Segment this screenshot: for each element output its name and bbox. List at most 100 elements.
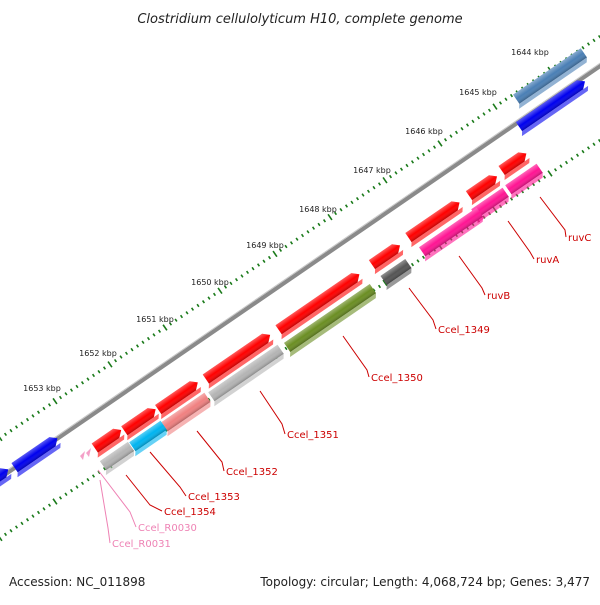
inner-scale-tick [69,488,74,493]
map-title: Clostridium cellulolyticum H10, complete… [137,12,462,27]
outer-scale-tick [416,156,420,160]
outer-scale-tick [152,333,156,337]
outer-scale-tick [217,287,223,294]
inner-scale-tick [9,528,13,533]
outer-scale-tick [460,126,464,131]
outer-scale-tick [52,397,58,405]
outer-scale-tick [278,248,283,252]
outer-scale-tick [91,373,96,378]
leader-line [458,255,486,296]
inner-scale-tick [575,153,580,157]
outer-scale-tick [592,38,596,43]
outer-scale-tick [196,303,200,308]
outer-scale-tick [262,259,266,264]
gene-red-h [121,408,159,441]
inner-scale-tick [592,142,596,147]
inner-scale-tick [75,485,79,489]
outer-scale-tick [223,285,228,289]
leader-line [259,390,286,435]
genome-summary-text: Topology: circular; Length: 4,068,724 bp… [259,575,590,589]
outer-scale-tick [405,163,409,168]
outer-scale-tick [487,108,492,113]
outer-scale-tick [344,204,349,208]
outer-scale-tick [449,134,453,138]
feature-label-text: Ccel_1351 [287,430,339,441]
outer-scale-tick [327,213,333,221]
feature-label: Ccel_1352 [196,430,278,478]
inner-scale-tick [91,474,96,478]
outer-scale-tick [36,410,41,414]
outer-scale-tick [421,152,426,157]
outer-scale-tick [295,237,299,241]
outer-scale-tick [185,311,189,315]
gene-red-a [498,152,530,181]
feature-label-text: Ccel_1349 [438,325,490,336]
feature-label: Ccel_1350 [342,335,423,384]
gene-red-g [155,381,201,420]
inner-scale-tick [97,470,101,475]
outer-scale-tick [482,112,486,116]
gene-ruvA [471,187,509,224]
outer-scale-tick [272,250,278,258]
outer-scale-tick [130,347,134,352]
inner-scale-tick [542,175,547,179]
feature-label: ruvB [458,255,510,302]
inner-scale-tick [14,525,19,529]
inner-scale-tick [382,279,388,287]
outer-scale-tick [234,277,239,282]
outer-scale-tick [212,292,217,297]
outer-scale-tick [382,177,388,184]
outer-scale-tick [141,340,145,345]
scale-label: 1653 kbp [23,384,61,393]
inner-scale-tick [570,157,574,161]
gene-steel-outer [513,48,587,109]
outer-scale-tick [0,436,3,442]
scale-label: 1647 kbp [353,166,391,175]
gene-red-c [405,201,463,248]
scale-label: 1652 kbp [79,349,117,358]
gene-ccel-r0030 [86,448,91,457]
outer-scale-tick [432,145,437,149]
inner-scale-tick [52,498,58,505]
scale-label: 1646 kbp [405,127,443,136]
outer-scale-tick [113,358,118,363]
outer-scale-tick [251,266,255,271]
inner-scale-tick [410,262,415,267]
outer-scale-tick [179,314,184,319]
leader-line [342,335,370,378]
outer-scale-tick [289,241,294,245]
gene-ccel-1352 [161,392,211,437]
outer-scale-tick [427,149,431,153]
outer-scale-tick [58,395,63,400]
outer-scale-tick [492,103,498,110]
feature-label-text: Ccel_1354 [164,507,216,518]
leader-line [125,474,163,512]
leader-line [507,220,535,260]
inner-scale-tick [553,168,558,172]
inner-scale-tick [36,510,41,515]
outer-scale-tick [86,377,90,381]
scale-ticks [0,34,600,542]
outer-scale-tick [372,185,376,190]
outer-scale-tick [190,307,195,311]
feature-label-text: ruvC [568,233,591,244]
inner-scale-tick [20,521,24,526]
outer-scale-tick [201,300,206,304]
outer-scale-tick [75,384,79,389]
leader-line [408,287,437,330]
gene-ccel-1349 [380,258,412,291]
inner-scale-tick [58,496,63,500]
feature-label-text: ruvA [536,255,559,266]
feature-label: Ccel_R0031 [99,479,171,550]
outer-scale-tick [124,351,129,356]
outer-scale-tick [437,140,443,147]
outer-scale-tick [322,219,327,223]
outer-scale-tick [146,336,151,341]
inner-scale-tick [372,288,376,292]
outer-scale-tick [119,355,123,359]
accession-text: Accession: NC_011898 [9,575,145,589]
outer-scale-tick [355,196,360,201]
gene-ccel-r0031 [80,451,85,460]
outer-scale-tick [69,388,74,392]
